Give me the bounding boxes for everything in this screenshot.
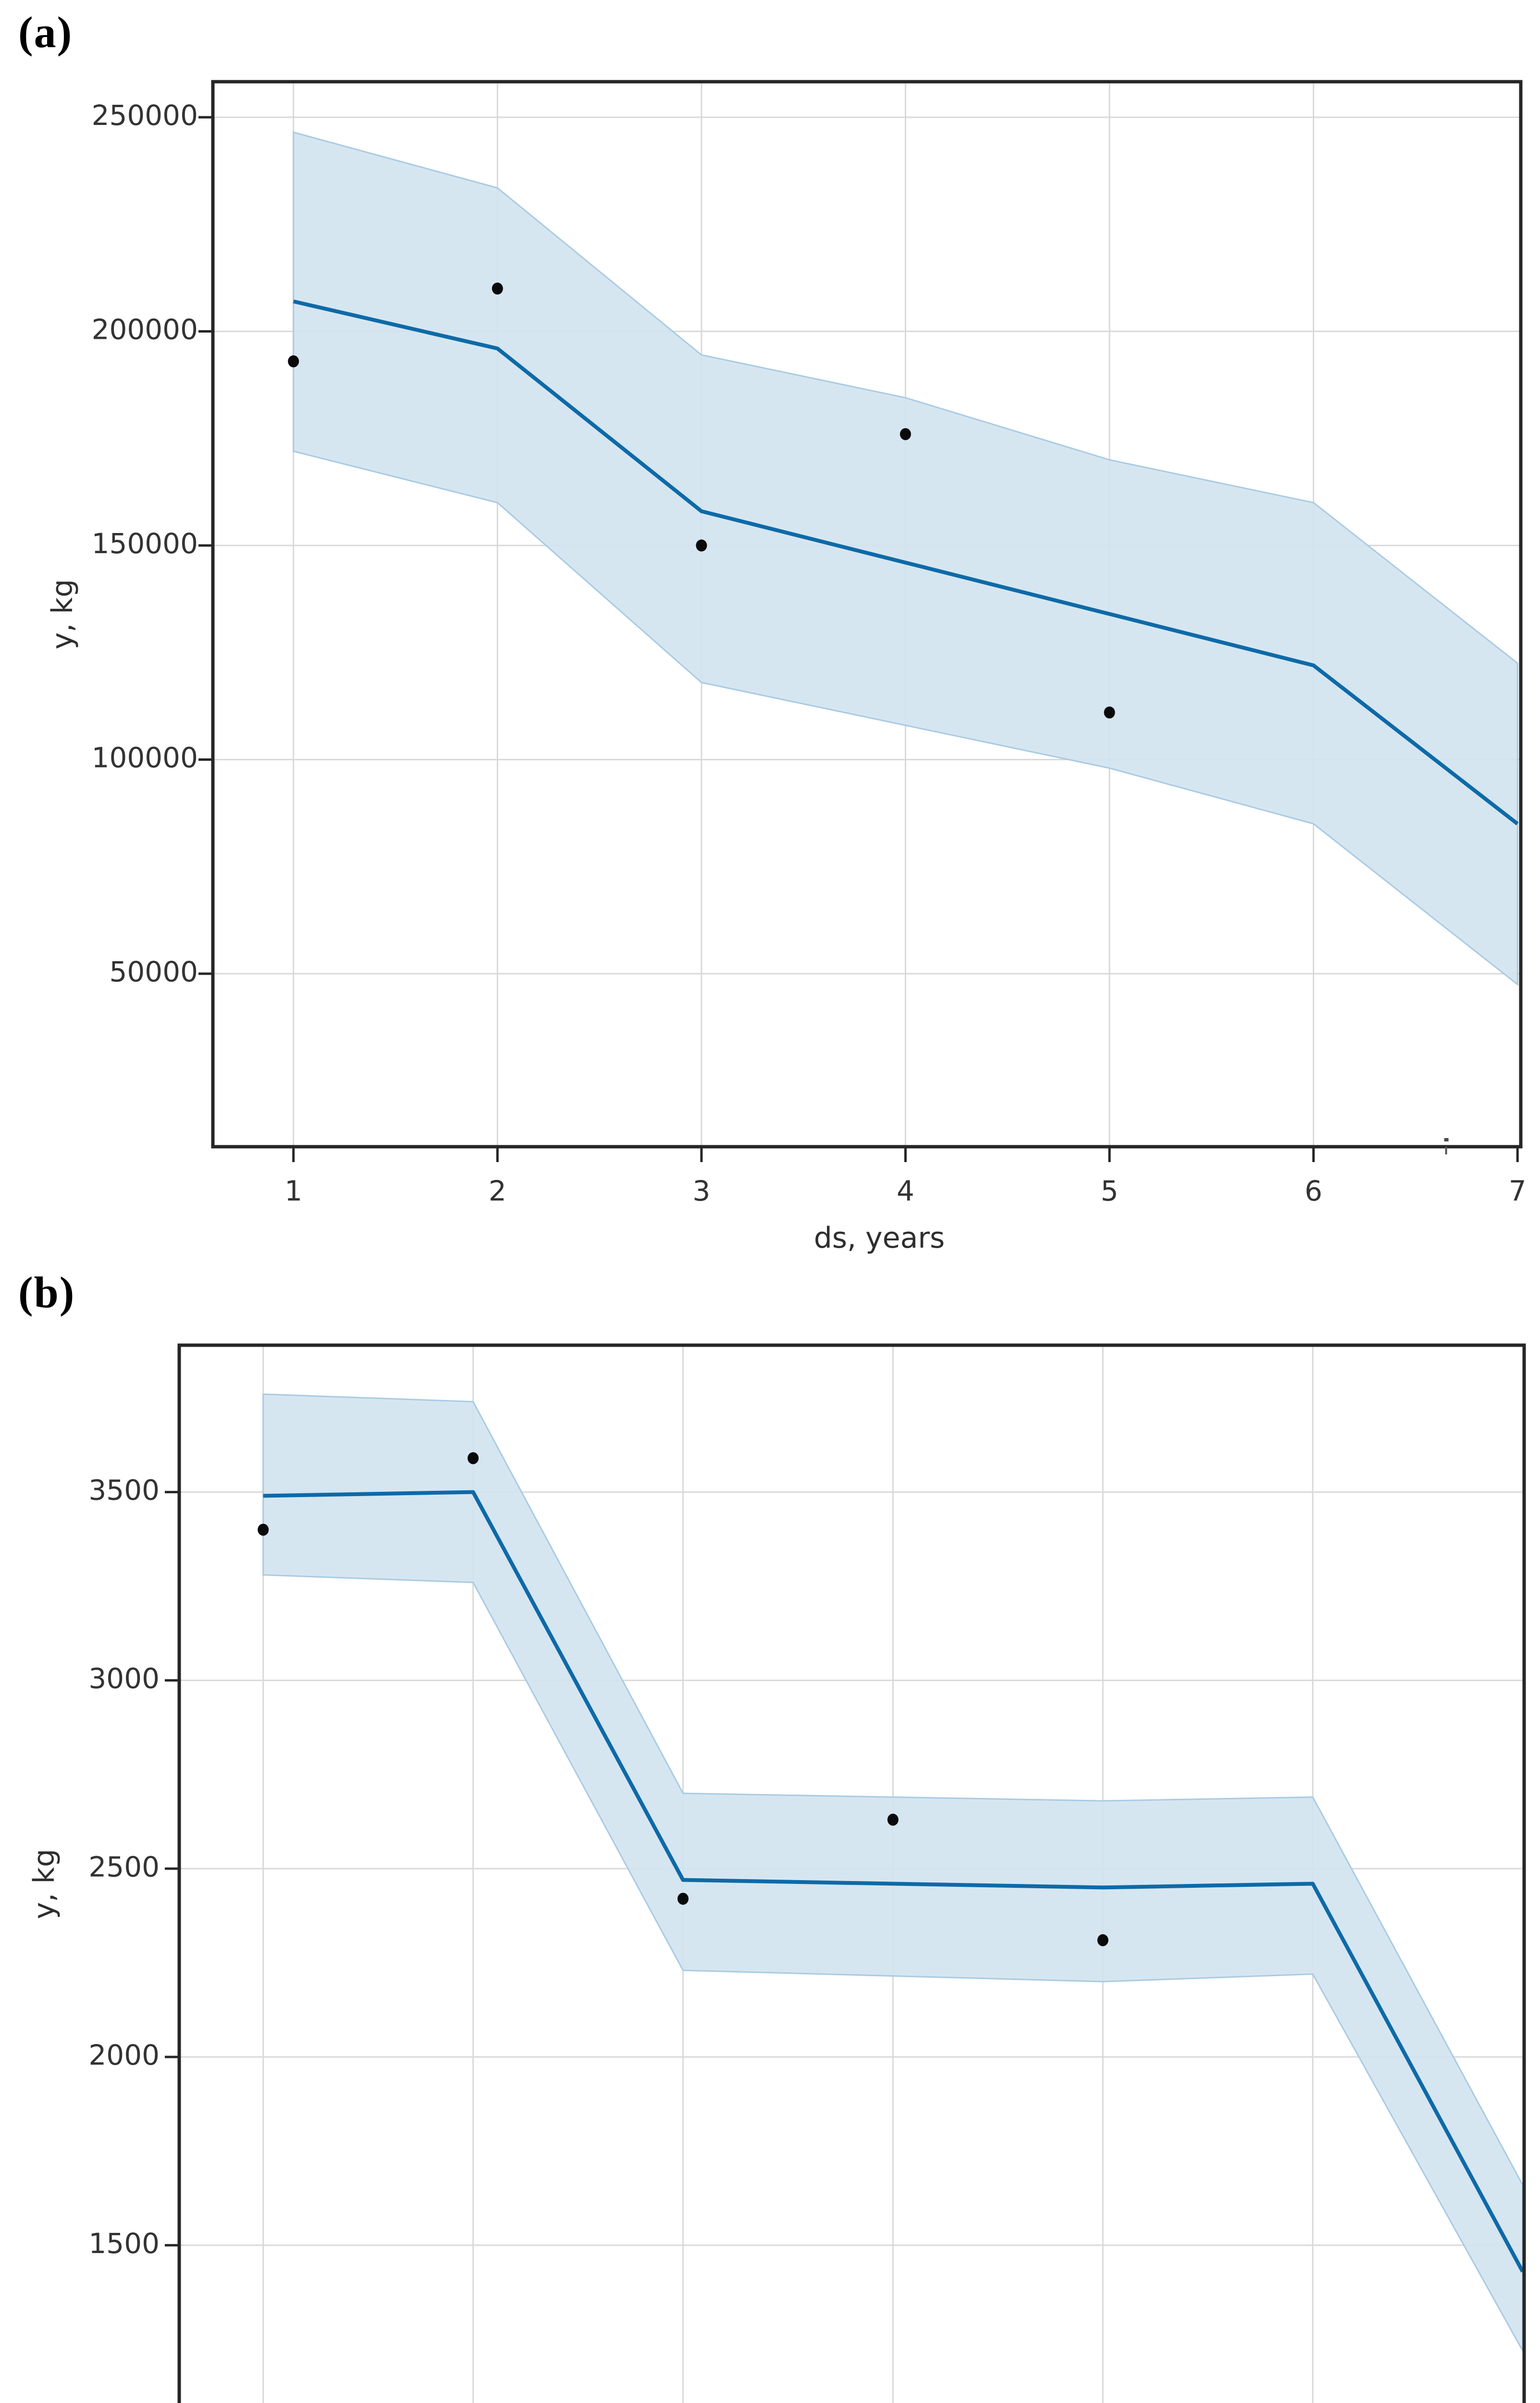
- y-tick-label: 3000: [88, 1662, 160, 1695]
- x-tick-label: 4: [897, 1175, 914, 1207]
- data-point: [258, 1524, 269, 1536]
- x-tick-label: 3: [692, 1175, 710, 1207]
- data-point: [696, 539, 707, 552]
- data-point: [1104, 706, 1115, 718]
- y-tick-label: 100000: [92, 742, 198, 774]
- y-tick-label: 150000: [92, 527, 198, 560]
- y-tick-label: 2500: [88, 1850, 160, 1883]
- data-point: [899, 428, 911, 440]
- x-axis-title: ds, years: [814, 1221, 945, 1255]
- data-point: [468, 1452, 479, 1464]
- data-point: [677, 1893, 689, 1905]
- x-tick-label: 1: [284, 1175, 302, 1207]
- x-tick-label: 6: [1305, 1175, 1322, 1207]
- plot-frame: [211, 80, 1523, 1149]
- y-tick-label: 3500: [88, 1474, 160, 1507]
- y-tick-label: 1500: [88, 2227, 160, 2260]
- panel-b-label: (b): [18, 1268, 75, 1317]
- forecast-line: [293, 299, 1519, 826]
- data-point: [887, 1813, 899, 1826]
- forecast-chart-a: 250000 200000 150000 100000 50000 1 2 3 4 5 6 7 ds, …: [46, 80, 1527, 1255]
- y-tick-label: 200000: [92, 313, 198, 346]
- y-axis-title: y, kg: [46, 579, 79, 649]
- x-tick-label: 5: [1101, 1175, 1119, 1207]
- stray-speck-artifact: [1444, 1138, 1449, 1141]
- data-point: [1097, 1934, 1109, 1946]
- y-axis-title: y, kg: [27, 1849, 61, 1919]
- plot-frame: [177, 1343, 1526, 2403]
- forecast-line: [263, 1490, 1525, 2273]
- x-tick-label: 7: [1509, 1175, 1527, 1207]
- y-tick-label: 50000: [109, 955, 198, 988]
- data-point: [288, 355, 299, 368]
- y-tick-label: 250000: [92, 99, 198, 132]
- data-point: [492, 282, 503, 295]
- x-tick-label: 2: [489, 1175, 506, 1207]
- uncertainty-band: [293, 131, 1518, 986]
- panel-a-label: (a): [18, 8, 73, 57]
- y-tick-label: 2000: [88, 2039, 160, 2071]
